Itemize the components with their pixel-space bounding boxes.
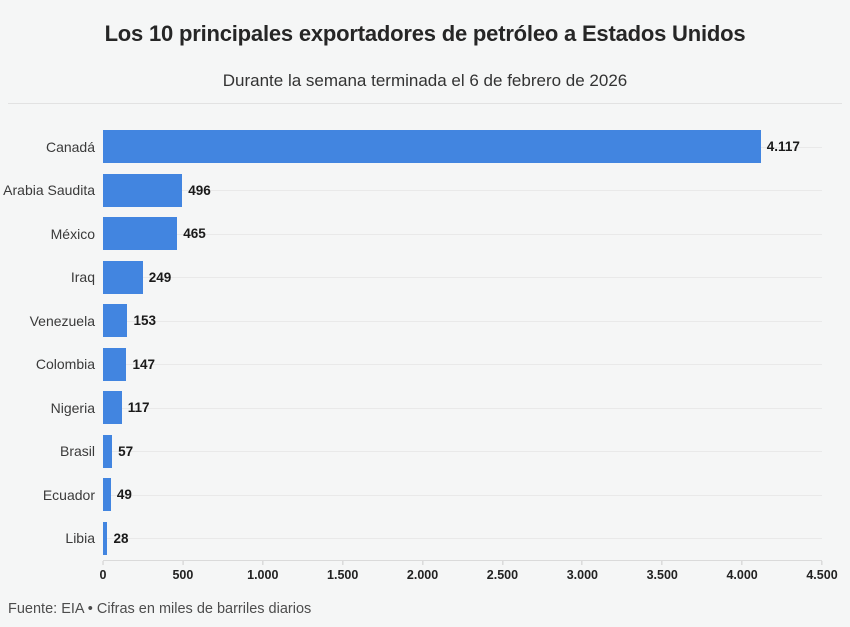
bar-chart: Canadá 4.117 Arabia Saudita 496 México 4…	[0, 125, 822, 560]
gridline	[103, 538, 822, 540]
category-label: Libia	[65, 530, 95, 547]
bar-row: Ecuador 49	[0, 473, 822, 517]
category-label: México	[50, 225, 95, 242]
gridline	[103, 407, 822, 409]
bar-row: Iraq 249	[0, 256, 822, 300]
x-tick-label: 3.500	[646, 568, 678, 582]
bar	[103, 434, 113, 468]
bar-row: Arabia Saudita 496	[0, 169, 822, 213]
plot-cell: 147	[103, 343, 822, 387]
plot-cell: 28	[103, 517, 822, 561]
x-tick: 3.500	[647, 561, 678, 582]
page-subtitle: Durante la semana terminada el 6 de febr…	[222, 71, 628, 90]
value-label: 4.117	[766, 139, 800, 155]
x-tick: 2.000	[407, 561, 438, 582]
value-label: 147	[132, 356, 156, 372]
value-label: 28	[113, 530, 129, 546]
bar	[103, 173, 183, 207]
x-tick-label: 1.000	[247, 568, 279, 582]
bar	[103, 521, 108, 555]
bar-rows: Canadá 4.117 Arabia Saudita 496 México 4…	[0, 125, 822, 560]
plot-cell: 4.117	[103, 125, 822, 169]
x-tick-label: 3.000	[566, 568, 598, 582]
bar	[103, 217, 178, 251]
plot-cell: 117	[103, 386, 822, 430]
x-tick-mark	[182, 561, 184, 565]
bar	[103, 391, 122, 425]
category-label: Ecuador	[42, 486, 95, 503]
bar-row: Libia 28	[0, 517, 822, 561]
bar-row: México 465	[0, 212, 822, 256]
x-tick-label: 4.000	[726, 568, 758, 582]
gridline	[103, 494, 822, 496]
gridline	[103, 277, 822, 279]
x-tick: 2.500	[487, 561, 518, 582]
category-label: Brasil	[59, 443, 95, 460]
bar-row: Nigeria 117	[0, 386, 822, 430]
bar-row: Canadá 4.117	[0, 125, 822, 169]
category-label: Nigeria	[50, 399, 95, 416]
x-tick: 1.000	[247, 561, 278, 582]
source-note: Fuente: EIA • Cifras en miles de barrile…	[8, 601, 312, 617]
bar	[103, 130, 761, 164]
x-tick: 1.500	[327, 561, 358, 582]
x-tick-mark	[262, 561, 264, 565]
plot-cell: 49	[103, 473, 822, 517]
x-tick-label: 4.500	[806, 568, 838, 582]
value-label: 465	[183, 226, 206, 242]
x-tick-label: 2.000	[406, 568, 439, 582]
category-label: Canadá	[45, 138, 95, 155]
x-tick: 4.500	[806, 561, 838, 582]
category-label: Venezuela	[29, 312, 95, 329]
plot-cell: 496	[103, 169, 822, 213]
plot-cell: 249	[103, 256, 822, 300]
x-tick-mark	[342, 561, 344, 565]
x-tick-mark	[581, 561, 583, 565]
x-tick-mark	[661, 561, 663, 565]
x-tick-label: 2.500	[486, 568, 519, 582]
bar	[103, 260, 143, 294]
bar-row: Colombia 147	[0, 343, 822, 387]
x-tick: 500	[172, 561, 193, 582]
category-label: Iraq	[70, 269, 95, 286]
x-tick-mark	[102, 561, 104, 565]
gridline	[103, 451, 822, 453]
plot-cell: 153	[103, 299, 822, 343]
page-title: Los 10 principales exportadores de petró…	[104, 21, 746, 46]
value-label: 49	[116, 487, 132, 503]
bar	[103, 304, 128, 338]
x-tick: 4.000	[726, 561, 758, 582]
bar	[103, 347, 127, 381]
gridline	[103, 190, 822, 192]
x-tick-mark	[821, 561, 823, 565]
gridline	[103, 320, 822, 322]
plot-cell: 57	[103, 430, 822, 474]
bar	[103, 478, 111, 512]
x-tick: 0	[99, 561, 107, 582]
category-label: Colombia	[35, 356, 95, 373]
value-label: 153	[133, 313, 156, 329]
value-label: 249	[148, 269, 172, 285]
bar-row: Brasil 57	[0, 430, 822, 474]
x-tick-mark	[741, 561, 743, 565]
x-tick-mark	[501, 561, 503, 565]
x-tick: 3.000	[567, 561, 598, 582]
x-tick-label: 1.500	[327, 568, 359, 582]
gridline	[103, 364, 822, 366]
x-tick-label: 500	[172, 568, 194, 582]
value-label: 57	[118, 443, 134, 459]
x-tick-label: 0	[99, 568, 107, 582]
gridline	[103, 233, 822, 235]
value-label: 117	[127, 400, 150, 416]
value-label: 496	[188, 182, 211, 198]
header-divider	[8, 103, 842, 104]
x-tick-mark	[422, 561, 424, 565]
bar-row: Venezuela 153	[0, 299, 822, 343]
category-label: Arabia Saudita	[3, 182, 95, 199]
plot-cell: 465	[103, 212, 822, 256]
x-axis: 0 500 1.000 1.500 2.000 2.500 3.000 3.50…	[99, 560, 838, 586]
